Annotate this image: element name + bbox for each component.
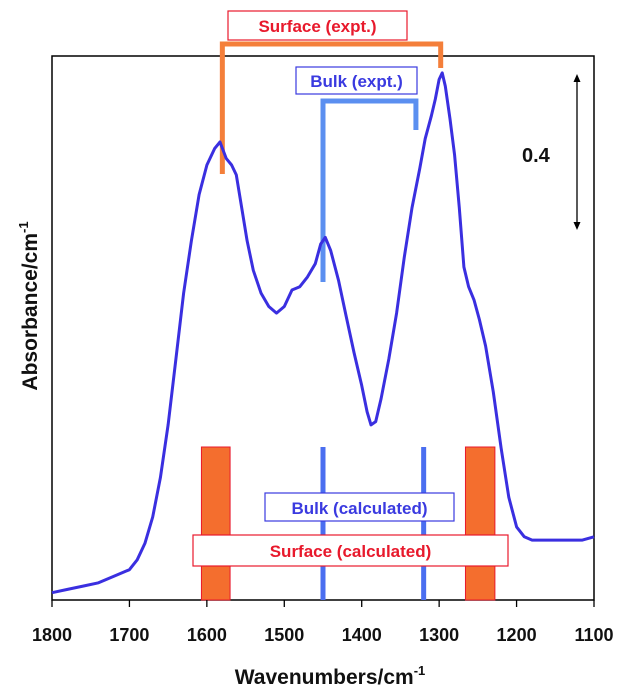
bulk-calculated-label: Bulk (calculated)	[291, 499, 427, 518]
surface-expt-bracket	[219, 41, 444, 174]
x-tick-label: 1700	[109, 625, 149, 645]
bulk-calculated-bar	[320, 447, 326, 600]
surface-calculated-bar	[464, 446, 496, 601]
x-tick-label: 1400	[342, 625, 382, 645]
surface-expt-label-box	[227, 10, 408, 41]
scale-bar-label: 0.4	[522, 145, 551, 167]
bulk-expt-label: Bulk (expt.)	[310, 72, 403, 91]
bulk-calculated-bar	[421, 447, 427, 600]
surface-calculated-label: Surface (calculated)	[270, 542, 432, 561]
x-tick-label: 1300	[419, 625, 459, 645]
surface-calculated-label-box	[192, 534, 509, 567]
surface-expt-label: Surface (expt.)	[258, 17, 376, 36]
y-axis-title-main: Absorbance/cm	[19, 233, 42, 391]
x-axis-title: Wavenumbers/cm-1	[235, 663, 426, 689]
bulk-calculated-bars	[320, 447, 427, 600]
scale-bar	[573, 74, 581, 230]
x-tick-label: 1100	[574, 625, 613, 645]
x-axis-ticks: 1800 1700 1600 1500 1400 1300 1200 1100	[32, 600, 614, 645]
surface-calculated-bars	[200, 446, 496, 601]
x-tick-label: 1200	[497, 625, 537, 645]
bulk-expt-bracket-line	[320, 98, 419, 282]
x-tick-label: 1500	[264, 625, 304, 645]
x-axis-title-sup: -1	[414, 663, 426, 678]
x-tick-label: 1800	[32, 625, 72, 645]
y-axis-title: Absorbance/cm-1	[16, 221, 42, 390]
bulk-expt-label-box	[295, 66, 418, 95]
bulk-expt-bracket	[320, 98, 419, 282]
surface-expt-bracket-line	[219, 41, 444, 174]
spectrum-series-line	[51, 71, 595, 595]
bulk-calculated-label-box	[264, 492, 455, 522]
x-tick-label: 1600	[187, 625, 227, 645]
surface-calculated-bar	[200, 446, 231, 601]
y-axis-title-sup: -1	[16, 221, 31, 233]
x-axis-title-main: Wavenumbers/cm	[235, 666, 414, 689]
